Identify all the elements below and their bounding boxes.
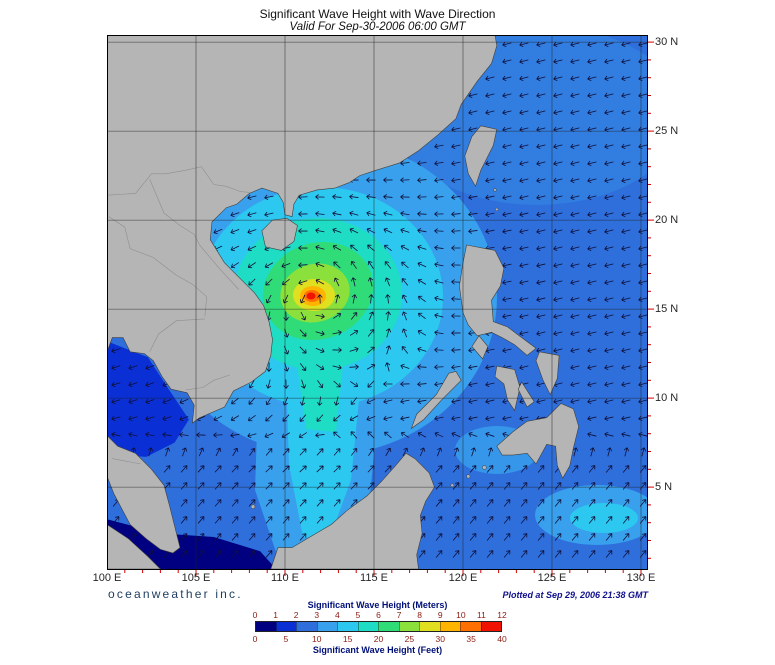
legend-tick: 0 bbox=[252, 610, 258, 620]
legend-tick: 35 bbox=[466, 634, 476, 644]
legend-feet-scale: 0 5 10 15 20 25 30 35 40 bbox=[252, 634, 507, 644]
legend-tick: 40 bbox=[497, 634, 507, 644]
legend-meters-scale: 0 1 2 3 4 5 6 7 8 9 10 11 12 bbox=[252, 610, 507, 620]
chart-subtitle: Valid For Sep-30-2006 06:00 GMT bbox=[289, 21, 466, 33]
legend-tick: 4 bbox=[334, 610, 340, 620]
colorbar-segment bbox=[357, 622, 378, 631]
colorbar-segment bbox=[296, 622, 317, 631]
plot-timestamp: Plotted at Sep 29, 2006 21:38 GMT bbox=[502, 590, 648, 600]
lat-label-10N: 10 N bbox=[655, 392, 679, 405]
colorbar-segment bbox=[398, 622, 419, 631]
chart-title: Significant Wave Height with Wave Direct… bbox=[259, 7, 496, 21]
map-canvas bbox=[107, 35, 654, 576]
colorbar-segment bbox=[460, 622, 481, 631]
legend-tick: 5 bbox=[355, 610, 361, 620]
colorbar-segment bbox=[337, 622, 358, 631]
legend-tick: 0 bbox=[252, 634, 258, 644]
colorbar-segment bbox=[316, 622, 337, 631]
lat-label-20N: 20 N bbox=[655, 214, 679, 227]
legend-tick: 6 bbox=[376, 610, 381, 620]
legend-tick: 2 bbox=[293, 610, 299, 620]
legend-tick: 8 bbox=[417, 610, 423, 620]
legend-tick: 30 bbox=[435, 634, 445, 644]
colorbar-segment bbox=[275, 622, 296, 631]
legend-tick: 9 bbox=[437, 610, 443, 620]
oceanweather-brand-text: oceanweather inc. bbox=[108, 587, 243, 601]
legend-tick: 10 bbox=[312, 634, 322, 644]
legend-tick: 10 bbox=[456, 610, 466, 620]
legend-tick: 7 bbox=[396, 610, 402, 620]
legend-tick: 5 bbox=[283, 634, 289, 644]
lat-label-30N: 30 N bbox=[655, 36, 679, 49]
colorbar-segment bbox=[256, 622, 276, 631]
colorbar-segment bbox=[439, 622, 460, 631]
lat-label-5N: 5 N bbox=[655, 481, 673, 494]
legend-tick: 1 bbox=[273, 610, 278, 620]
colorbar-segment bbox=[480, 622, 501, 631]
legend-tick: 3 bbox=[314, 610, 320, 620]
legend-tick: 12 bbox=[497, 610, 507, 620]
legend-colorbar bbox=[255, 621, 502, 632]
legend-tick: 11 bbox=[476, 610, 486, 620]
colorbar-segment bbox=[419, 622, 440, 631]
lat-label-25N: 25 N bbox=[655, 125, 679, 138]
colorbar-segment bbox=[378, 622, 399, 631]
legend-tick: 25 bbox=[404, 634, 415, 644]
lat-label-15N: 15 N bbox=[655, 303, 679, 316]
legend-feet-title: Significant Wave Height (Feet) bbox=[312, 645, 443, 655]
legend-tick: 20 bbox=[373, 634, 384, 644]
legend-meters-title: Significant Wave Height (Meters) bbox=[307, 600, 448, 610]
legend-tick: 15 bbox=[342, 634, 353, 644]
